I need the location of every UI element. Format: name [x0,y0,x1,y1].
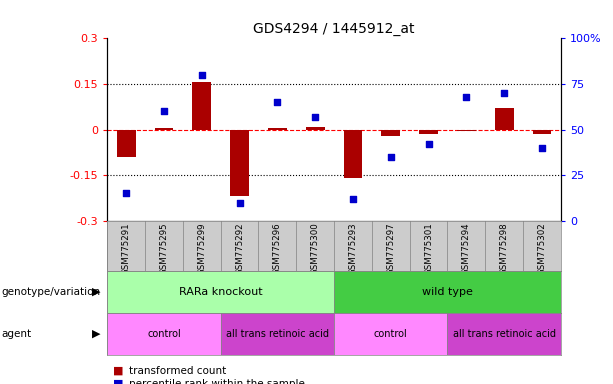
Bar [381,130,400,136]
Text: wild type: wild type [422,287,473,297]
Bar [533,130,552,134]
Text: ▶: ▶ [92,287,101,297]
Point [121,190,131,197]
Point [462,94,471,100]
Bar [343,130,362,178]
Bar [154,128,173,130]
Bar [495,108,514,130]
Point [348,196,358,202]
Bar [306,127,325,130]
Bar [268,128,287,130]
Bar [230,130,249,197]
Bar [192,83,211,130]
Text: GSM775298: GSM775298 [500,222,509,275]
Text: GSM775293: GSM775293 [348,222,357,275]
Text: ■: ■ [113,366,124,376]
Point [159,108,169,114]
Bar [419,130,438,134]
Text: GSM775292: GSM775292 [235,222,244,275]
Text: all trans retinoic acid: all trans retinoic acid [452,329,556,339]
Text: ▶: ▶ [92,329,101,339]
Point [235,200,245,206]
Point [537,145,547,151]
Bar [221,313,334,355]
Text: GSM775295: GSM775295 [159,222,169,275]
Point [310,114,320,120]
Text: transformed count: transformed count [129,366,226,376]
Bar [107,271,334,313]
Point [424,141,433,147]
Text: GSM775302: GSM775302 [538,222,547,275]
Bar [334,271,561,313]
Bar [116,130,135,157]
Text: GSM775299: GSM775299 [197,222,207,275]
Text: GSM775301: GSM775301 [424,222,433,275]
Text: GSM775296: GSM775296 [273,222,282,275]
Title: GDS4294 / 1445912_at: GDS4294 / 1445912_at [253,22,415,36]
Text: GSM775291: GSM775291 [121,222,131,275]
Text: ■: ■ [113,379,124,384]
Text: control: control [374,329,408,339]
Point [386,154,395,160]
Bar [334,313,447,355]
Point [272,99,282,105]
Text: genotype/variation: genotype/variation [1,287,101,297]
Text: GSM775300: GSM775300 [311,222,320,275]
Text: control: control [147,329,181,339]
Text: agent: agent [1,329,31,339]
Point [197,72,207,78]
Text: all trans retinoic acid: all trans retinoic acid [226,329,329,339]
Bar [107,313,221,355]
Bar [447,313,561,355]
Text: percentile rank within the sample: percentile rank within the sample [129,379,305,384]
Bar [457,130,476,131]
Text: GSM775294: GSM775294 [462,222,471,275]
Point [499,90,509,96]
Text: GSM775297: GSM775297 [386,222,395,275]
Text: RARa knockout: RARa knockout [179,287,262,297]
